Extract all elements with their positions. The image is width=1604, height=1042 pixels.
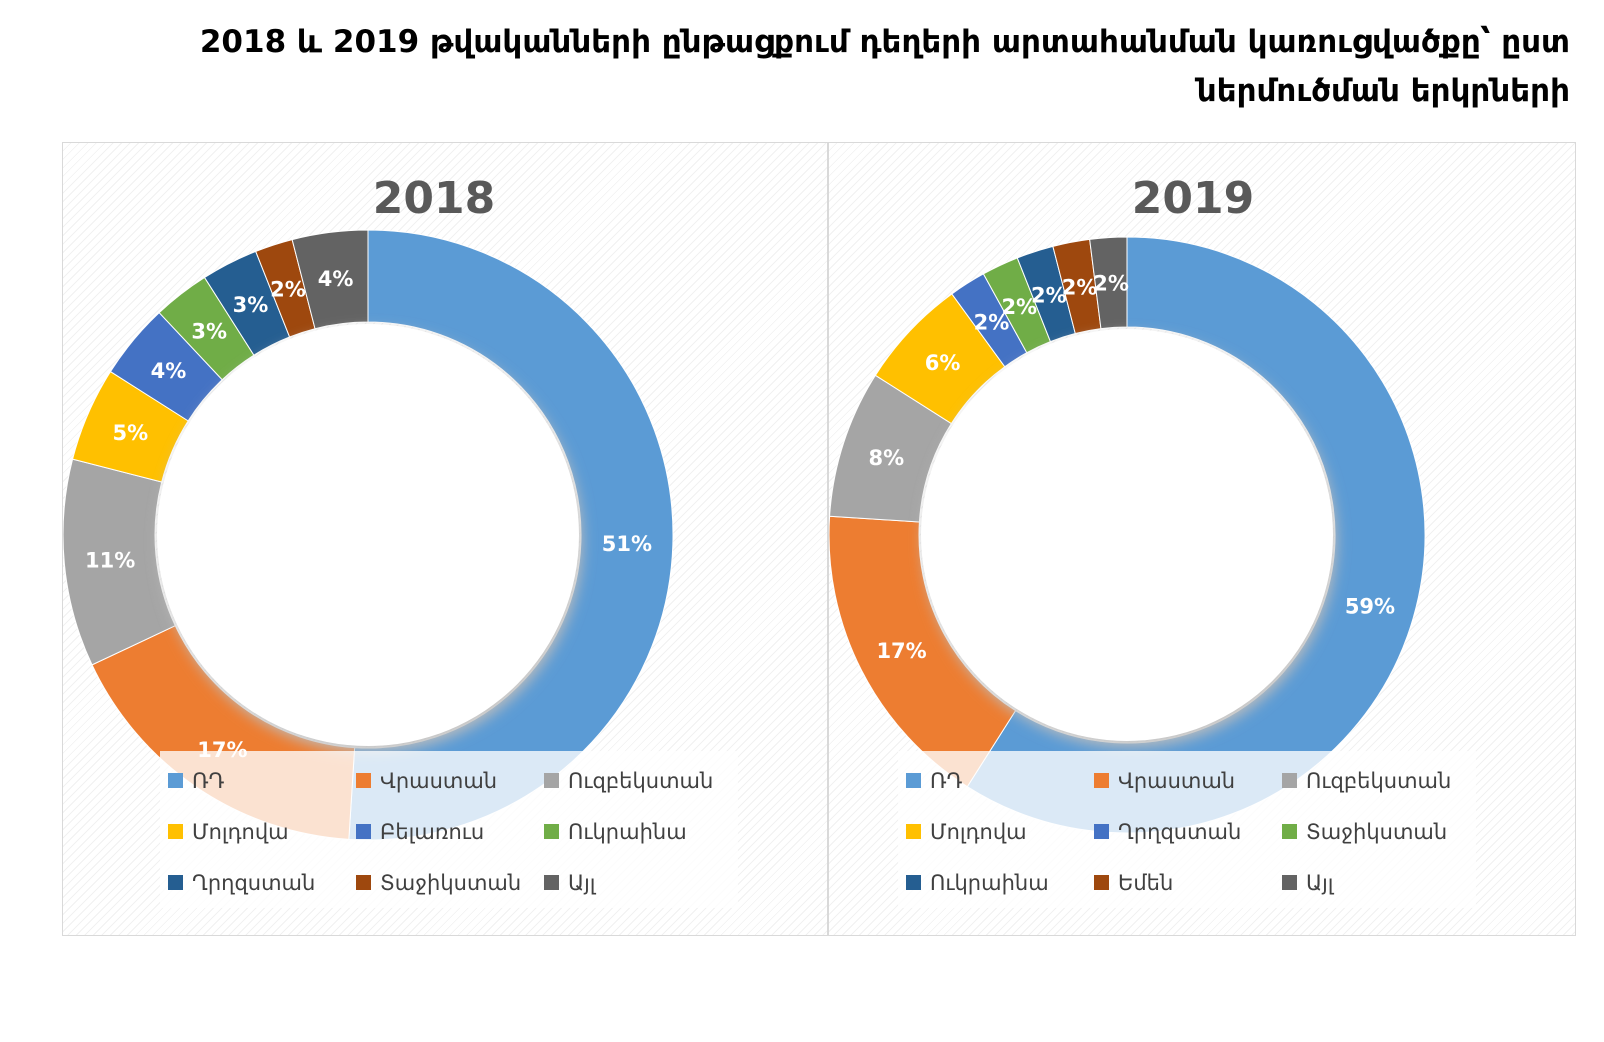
data-label-5: 2%	[974, 310, 1010, 334]
legend-label: Եմեն	[1118, 870, 1174, 895]
legend-swatch	[356, 824, 371, 839]
page-title: 2018 և 2019 թվականների ընթացքում դեղերի …	[110, 18, 1570, 116]
legend-item: Բելառուս	[356, 806, 544, 857]
legend-swatch	[906, 773, 921, 788]
legend-label: Տաջիկստան	[380, 870, 522, 895]
chart-title: 2018	[373, 173, 495, 224]
data-label-2: 17%	[876, 639, 926, 663]
legend-item: ՌԴ	[906, 755, 1094, 806]
legend-label: Ղրղզստան	[192, 870, 316, 895]
legend-label: Վրաստան	[380, 768, 498, 793]
data-label-7: 2%	[1031, 283, 1067, 307]
legend-item: Տաջիկստան	[1282, 806, 1470, 857]
legend-swatch	[1282, 824, 1297, 839]
legend-swatch	[168, 773, 183, 788]
legend-item: Ուկրաինա	[906, 857, 1094, 908]
data-label-3: 11%	[85, 548, 135, 572]
legend-label: Ուզբեկստան	[568, 768, 714, 793]
legend-item: Ղրղզստան	[1094, 806, 1282, 857]
legend-label: Տաջիկստան	[1306, 819, 1448, 844]
legend-label: Մոլդովա	[930, 819, 1027, 844]
legend-swatch	[1094, 773, 1109, 788]
legend-item: Վրաստան	[1094, 755, 1282, 806]
data-label-9: 4%	[318, 267, 354, 291]
data-label-1: 59%	[1345, 595, 1395, 619]
page-title-line-1: 2018 և 2019 թվականների ընթացքում դեղերի …	[199, 24, 1570, 60]
data-label-5: 4%	[151, 359, 187, 383]
legend-item: Մոլդովա	[168, 806, 356, 857]
data-label-4: 6%	[925, 351, 961, 375]
legend-item: Եմեն	[1094, 857, 1282, 908]
legend-label: Այլ	[1306, 870, 1334, 895]
legend-2018: ՌԴ Վրաստան Ուզբեկստան Մոլդովա Բելառուս Ուկրաի…	[160, 751, 738, 908]
data-label-7: 3%	[233, 293, 269, 317]
donut-hole	[157, 324, 579, 746]
data-label-3: 8%	[869, 446, 905, 470]
legend-swatch	[356, 875, 371, 890]
legend-item: Տաջիկստան	[356, 857, 544, 908]
legend-label: Ուկրաինա	[930, 870, 1049, 895]
legend-label: Բելառուս	[380, 819, 485, 844]
data-label-8: 2%	[270, 278, 306, 302]
legend-item: ՌԴ	[168, 755, 356, 806]
legend-item: Ուզբեկստան	[1282, 755, 1470, 806]
legend-label: Ուկրաինա	[568, 819, 687, 844]
legend-label: Ուզբեկստան	[1306, 768, 1452, 793]
legend-item: Մոլդովա	[906, 806, 1094, 857]
chart-panel-2019: 2019 59% 17% 8% 6% 2% 2% 2% 2% 2% ՌԴ Վրաստան Ուզբեկ…	[828, 142, 1576, 936]
legend-label: Վրաստան	[1118, 768, 1236, 793]
legend-swatch	[168, 824, 183, 839]
data-label-8: 2%	[1062, 275, 1098, 299]
legend-swatch	[906, 875, 921, 890]
legend-2019: ՌԴ Վրաստան Ուզբեկստան Մոլդովա Ղրղզստան Տաջիկս…	[898, 751, 1476, 908]
legend-swatch	[1282, 773, 1297, 788]
legend-label: ՌԴ	[192, 768, 225, 793]
legend-item: Այլ	[544, 857, 732, 908]
data-label-4: 5%	[112, 421, 148, 445]
legend-item: Վրաստան	[356, 755, 544, 806]
legend-item: Ղրղզստան	[168, 857, 356, 908]
legend-swatch	[544, 773, 559, 788]
legend-item: Ուզբեկստան	[544, 755, 732, 806]
legend-swatch	[906, 824, 921, 839]
legend-item: Այլ	[1282, 857, 1470, 908]
data-label-1: 51%	[602, 532, 652, 556]
legend-swatch	[1094, 824, 1109, 839]
chart-title: 2019	[1132, 173, 1254, 224]
donut-slice-9	[291, 229, 369, 330]
page-title-line-2: ներմուծման երկրների	[1196, 73, 1570, 109]
data-label-6: 3%	[191, 319, 227, 343]
legend-label: Ղրղզստան	[1118, 819, 1242, 844]
legend-swatch	[1094, 875, 1109, 890]
legend-label: Մոլդովա	[192, 819, 289, 844]
legend-swatch	[544, 875, 559, 890]
legend-swatch	[168, 875, 183, 890]
legend-swatch	[1282, 875, 1297, 890]
legend-label: ՌԴ	[930, 768, 963, 793]
legend-label: Այլ	[568, 870, 596, 895]
legend-swatch	[544, 824, 559, 839]
data-label-9: 2%	[1093, 271, 1129, 295]
data-label-6: 2%	[1001, 295, 1037, 319]
donut-hole	[921, 329, 1333, 741]
legend-swatch	[356, 773, 371, 788]
donut-slice-9	[1089, 236, 1128, 330]
legend-item: Ուկրաինա	[544, 806, 732, 857]
